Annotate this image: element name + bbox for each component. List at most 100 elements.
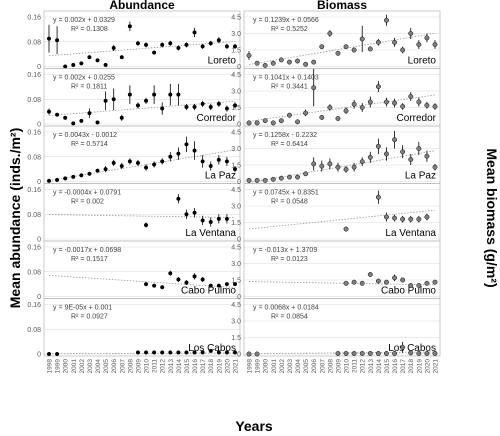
- x-tick-label: 2013: [368, 359, 375, 374]
- data-point: [424, 102, 430, 108]
- data-point: [184, 104, 189, 110]
- data-point: [254, 120, 260, 126]
- data-point: [135, 350, 141, 355]
- data-point: [351, 47, 357, 53]
- data-point: [152, 50, 157, 55]
- trend-equation: y = -0.013x + 1.3709: [253, 247, 317, 254]
- data-point: [303, 61, 309, 67]
- x-tick-label: 2014: [376, 359, 383, 374]
- y-tick-label: 0: [237, 179, 241, 186]
- x-tick-label: 1999: [255, 359, 262, 374]
- data-point: [392, 39, 398, 45]
- y-tick-label: 0.08: [27, 97, 41, 104]
- x-tick-label: 2021: [433, 359, 440, 374]
- data-point: [286, 59, 292, 65]
- y-tick-label: 0: [37, 352, 41, 359]
- data-point: [143, 350, 149, 355]
- data-point: [295, 119, 300, 125]
- y-tick-label: 0: [237, 352, 241, 359]
- data-point: [176, 277, 181, 282]
- data-point: [254, 177, 260, 183]
- x-tick-label: 2009: [135, 359, 142, 374]
- data-point: [216, 216, 221, 221]
- data-point: [408, 157, 414, 162]
- data-point: [416, 42, 422, 47]
- data-point: [416, 351, 422, 356]
- data-point: [176, 350, 181, 355]
- x-tick-label: 2006: [111, 359, 118, 374]
- data-point: [303, 171, 309, 177]
- data-point: [135, 103, 141, 108]
- data-point: [303, 110, 309, 116]
- data-point: [46, 109, 52, 114]
- trendline: [248, 281, 436, 286]
- data-point: [400, 47, 406, 53]
- data-point: [359, 280, 365, 286]
- data-point: [111, 97, 116, 102]
- y-tick-label: 0.08: [27, 39, 41, 46]
- data-point: [392, 351, 398, 356]
- data-point: [127, 159, 132, 164]
- y-tick-label: 0.16: [27, 130, 41, 137]
- x-tick-label: 2008: [127, 359, 134, 374]
- x-tick-label: 2018: [208, 359, 215, 374]
- data-point: [192, 104, 197, 110]
- y-tick-label: 0.08: [27, 154, 41, 161]
- data-point: [184, 280, 189, 285]
- x-tick-label: 2016: [392, 359, 399, 374]
- data-point: [400, 344, 406, 350]
- x-tick-label: 2001: [271, 359, 278, 374]
- data-point: [335, 164, 341, 170]
- data-point: [295, 174, 300, 180]
- data-point: [192, 274, 197, 279]
- data-point: [351, 101, 357, 107]
- data-point: [200, 159, 205, 164]
- data-point: [327, 31, 333, 36]
- y-tick-label: 4.5: [231, 187, 241, 194]
- data-point: [168, 350, 173, 355]
- site-label: Loreto: [408, 56, 437, 67]
- data-point: [262, 177, 268, 183]
- trend-r2: R² = 0.002: [71, 199, 104, 206]
- y-tick-label: 1.5: [231, 163, 241, 170]
- x-tick-label: 2010: [344, 359, 351, 374]
- trend-equation: y = 0.002x + 0.0255: [53, 75, 115, 82]
- data-point: [46, 36, 52, 41]
- x-tick-label: 2000: [63, 359, 70, 374]
- data-point: [232, 282, 238, 287]
- data-point: [143, 282, 149, 287]
- data-point: [286, 174, 292, 180]
- data-point: [46, 351, 52, 357]
- x-tick-label: 2016: [192, 359, 199, 374]
- data-point: [392, 215, 398, 221]
- data-point: [384, 351, 389, 356]
- data-point: [95, 120, 100, 125]
- data-point: [375, 143, 381, 149]
- data-point: [400, 103, 406, 109]
- trend-equation: y = 0.0043x - 0.0012: [53, 132, 117, 139]
- data-point: [424, 351, 430, 356]
- site-label: La Ventana: [385, 228, 436, 239]
- trend-r2: R² = 0.0854: [271, 314, 308, 321]
- y-tick-label: 0.08: [27, 212, 41, 219]
- data-point: [208, 41, 213, 46]
- x-tick-label: 2015: [184, 359, 191, 374]
- trendline: [48, 214, 236, 218]
- data-point: [79, 118, 84, 123]
- y-tick-label: 1.5: [231, 335, 241, 342]
- data-point: [216, 350, 221, 355]
- data-point: [432, 164, 438, 170]
- x-tick-label: 2001: [71, 359, 78, 374]
- data-point: [254, 351, 260, 357]
- data-point: [119, 115, 124, 120]
- x-tick-label: 2012: [160, 359, 167, 374]
- trend-equation: y = -0.0004x + 0.0791: [53, 190, 121, 197]
- x-tick-label: 2014: [176, 359, 183, 374]
- data-point: [270, 60, 276, 66]
- data-point: [416, 99, 422, 105]
- data-point: [343, 108, 349, 114]
- site-label: Corredor: [397, 113, 437, 124]
- data-point: [168, 154, 173, 159]
- data-point: [343, 44, 349, 50]
- x-axis-label: Years: [235, 418, 273, 434]
